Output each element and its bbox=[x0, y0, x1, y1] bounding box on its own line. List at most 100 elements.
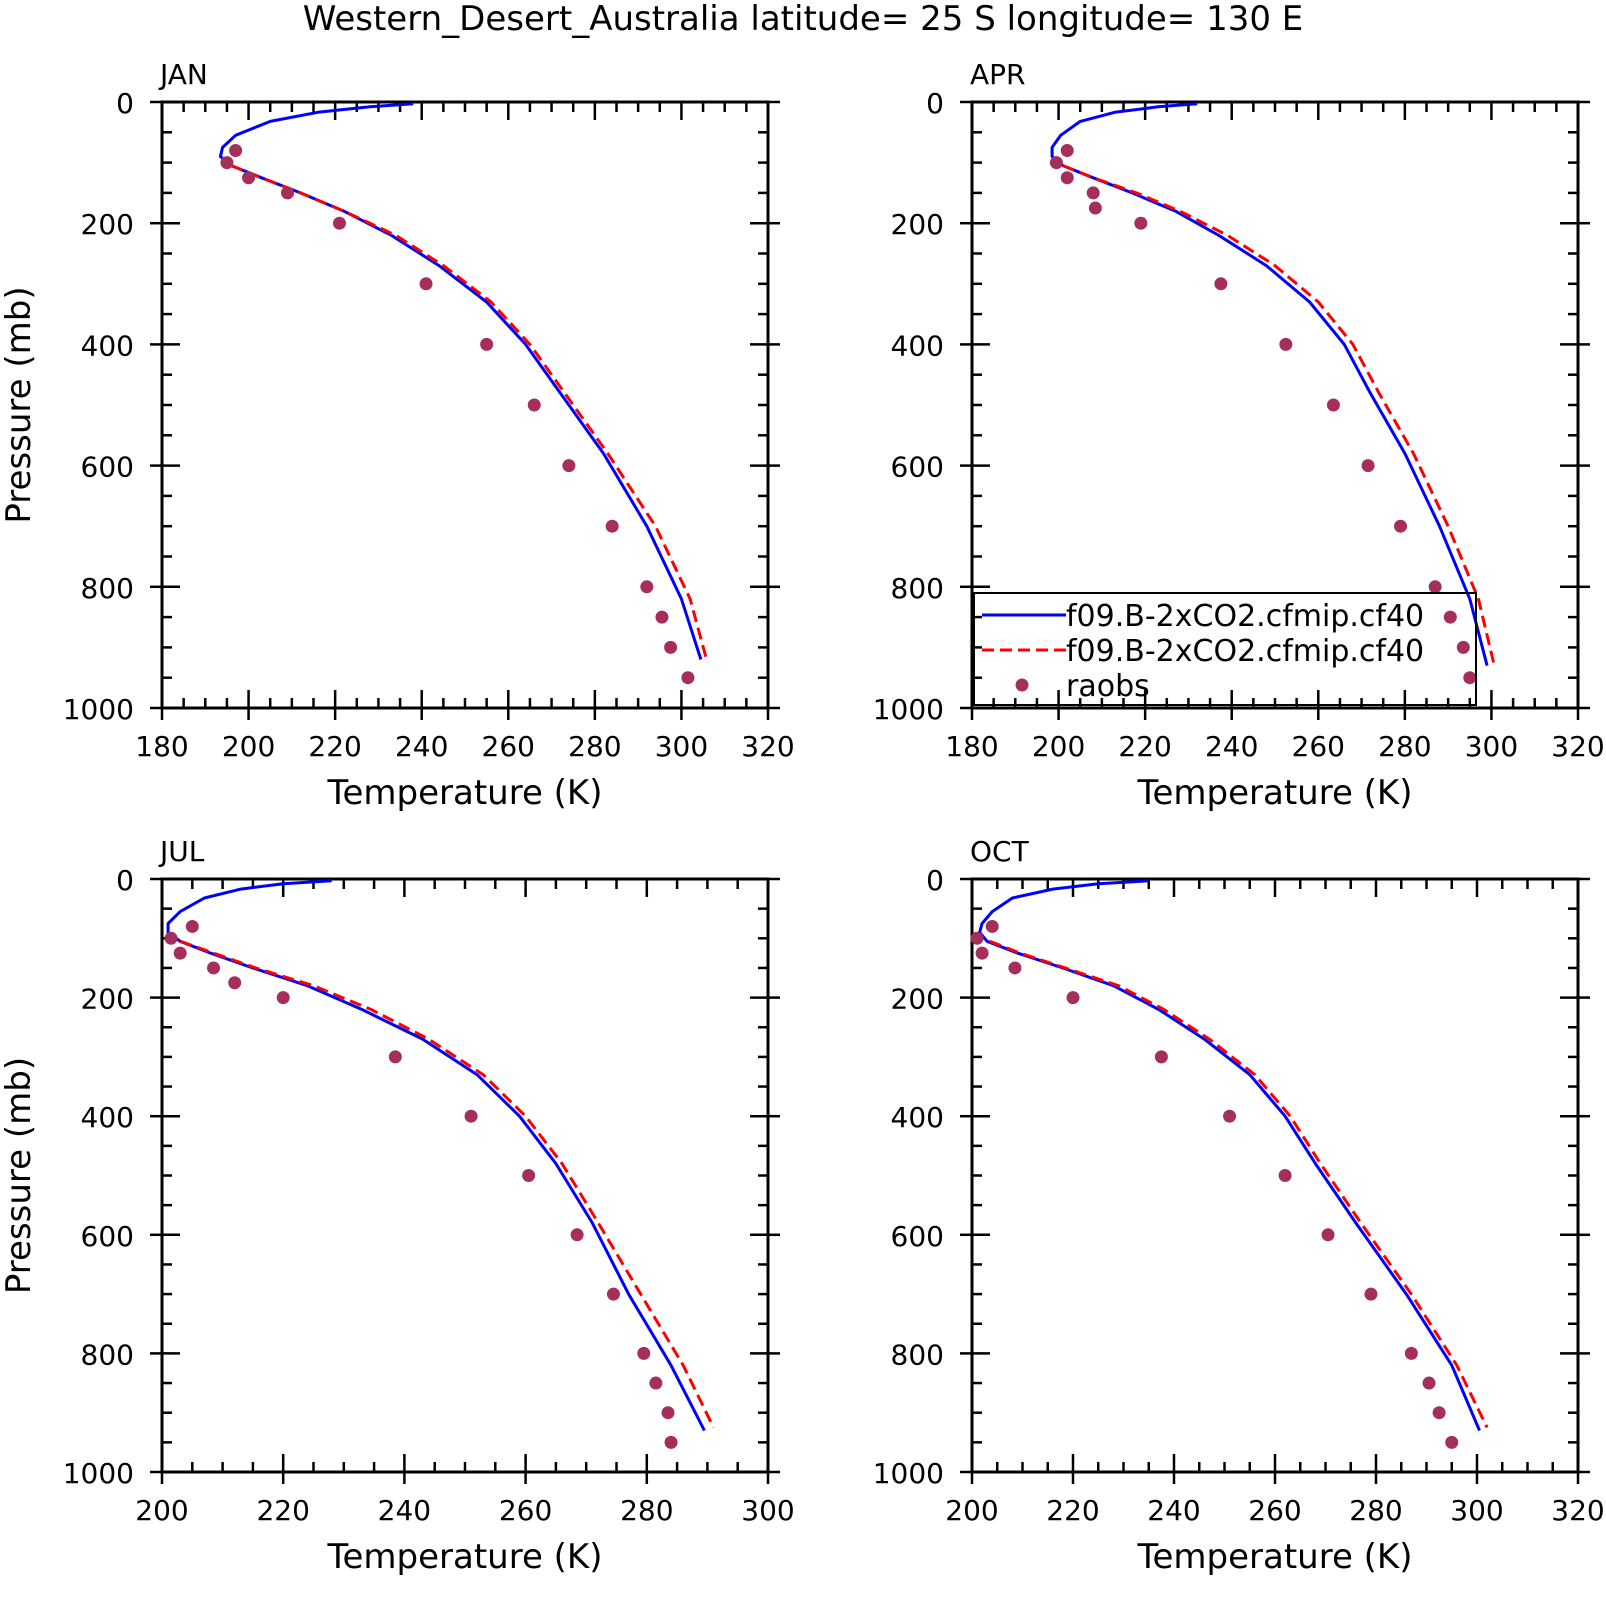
y-tick-label: 800 bbox=[891, 572, 944, 605]
raobs-point bbox=[1445, 1435, 1459, 1449]
raobs-point bbox=[220, 156, 234, 170]
y-tick-label: 1000 bbox=[873, 693, 944, 726]
raobs-point bbox=[1154, 1050, 1168, 1064]
x-tick-label: 260 bbox=[1292, 730, 1345, 763]
x-axis-label: Temperature (K) bbox=[326, 1537, 602, 1577]
x-tick-label: 200 bbox=[135, 1494, 188, 1527]
y-tick-label: 600 bbox=[81, 1220, 134, 1253]
raobs-point bbox=[229, 143, 243, 157]
raobs-point bbox=[655, 610, 669, 624]
x-tick-label: 320 bbox=[741, 730, 794, 763]
raobs-point bbox=[606, 1287, 620, 1301]
series-line-solid bbox=[218, 102, 703, 660]
x-tick-label: 260 bbox=[1248, 1494, 1301, 1527]
raobs-point bbox=[975, 946, 989, 960]
x-axis-label: Temperature (K) bbox=[1136, 773, 1412, 813]
raobs-point bbox=[1422, 1376, 1436, 1390]
x-tick-label: 220 bbox=[1118, 730, 1171, 763]
x-tick-label: 280 bbox=[1349, 1494, 1402, 1527]
x-tick-label: 200 bbox=[1032, 730, 1085, 763]
y-tick-label: 1000 bbox=[63, 693, 134, 726]
raobs-point bbox=[562, 459, 576, 473]
raobs-point bbox=[332, 216, 346, 230]
x-axis-label: Temperature (K) bbox=[326, 773, 602, 813]
series-line-solid bbox=[1050, 102, 1489, 666]
raobs-point bbox=[1404, 1346, 1418, 1360]
y-tick-label: 200 bbox=[891, 208, 944, 241]
y-tick-label: 0 bbox=[926, 864, 944, 897]
raobs-point bbox=[1456, 640, 1470, 654]
y-tick-label: 0 bbox=[926, 87, 944, 120]
x-tick-label: 240 bbox=[395, 730, 448, 763]
x-tick-label: 300 bbox=[1450, 1494, 1503, 1527]
x-tick-label: 240 bbox=[1147, 1494, 1200, 1527]
series-line-dashed bbox=[179, 939, 715, 1429]
y-tick-label: 200 bbox=[891, 983, 944, 1016]
legend-label: raobs bbox=[1066, 669, 1150, 704]
raobs-point bbox=[970, 931, 984, 945]
raobs-point bbox=[276, 991, 290, 1005]
x-tick-label: 280 bbox=[568, 730, 621, 763]
legend-marker bbox=[1015, 678, 1029, 692]
x-tick-label: 300 bbox=[1465, 730, 1518, 763]
raobs-point bbox=[681, 671, 695, 685]
raobs-point bbox=[1394, 519, 1408, 533]
raobs-point bbox=[1443, 610, 1457, 624]
y-tick-label: 800 bbox=[891, 1338, 944, 1371]
raobs-point bbox=[527, 398, 541, 412]
raobs-point bbox=[228, 976, 242, 990]
y-tick-label: 400 bbox=[81, 329, 134, 362]
x-tick-label: 300 bbox=[655, 730, 708, 763]
x-tick-label: 220 bbox=[256, 1494, 309, 1527]
raobs-point bbox=[173, 946, 187, 960]
x-tick-label: 300 bbox=[741, 1494, 794, 1527]
raobs-point bbox=[522, 1169, 536, 1182]
raobs-point bbox=[985, 919, 999, 933]
raobs-point bbox=[605, 519, 619, 533]
raobs-point bbox=[1008, 961, 1022, 975]
raobs-point bbox=[649, 1376, 663, 1390]
y-tick-label: 1000 bbox=[873, 1457, 944, 1490]
x-tick-label: 180 bbox=[135, 730, 188, 763]
raobs-point bbox=[1428, 580, 1442, 594]
raobs-point bbox=[1279, 337, 1293, 351]
y-tick-label: 200 bbox=[81, 983, 134, 1016]
series-line-dashed bbox=[989, 939, 1489, 1429]
y-tick-label: 600 bbox=[81, 451, 134, 484]
legend-label: f09.B-2xCO2.cfmip.cf40 bbox=[1066, 599, 1424, 634]
raobs-point bbox=[1278, 1169, 1292, 1182]
series-line-solid bbox=[978, 879, 1481, 1432]
x-tick-label: 320 bbox=[1551, 730, 1604, 763]
y-tick-label: 400 bbox=[891, 329, 944, 362]
raobs-point bbox=[1432, 1406, 1446, 1420]
y-tick-label: 400 bbox=[891, 1101, 944, 1134]
panel-label: JAN bbox=[158, 58, 208, 91]
raobs-point bbox=[1326, 398, 1340, 412]
x-tick-label: 260 bbox=[499, 1494, 552, 1527]
panel-label: OCT bbox=[970, 835, 1030, 868]
x-tick-label: 220 bbox=[1046, 1494, 1099, 1527]
x-tick-label: 200 bbox=[222, 730, 275, 763]
y-tick-label: 800 bbox=[81, 572, 134, 605]
raobs-point bbox=[1088, 201, 1102, 215]
raobs-point bbox=[1223, 1109, 1237, 1123]
raobs-point bbox=[664, 640, 678, 654]
raobs-point bbox=[207, 961, 221, 975]
raobs-point bbox=[1060, 171, 1074, 185]
y-axis-label: Pressure (mb) bbox=[0, 1057, 39, 1294]
panel-label: APR bbox=[970, 58, 1026, 91]
raobs-point bbox=[661, 1406, 675, 1420]
raobs-point bbox=[164, 931, 178, 945]
x-tick-label: 180 bbox=[945, 730, 998, 763]
raobs-point bbox=[480, 337, 494, 351]
raobs-point bbox=[1214, 277, 1228, 291]
raobs-point bbox=[464, 1109, 478, 1123]
raobs-point bbox=[1134, 216, 1148, 230]
panel-label: JUL bbox=[158, 835, 205, 868]
y-tick-label: 200 bbox=[81, 208, 134, 241]
